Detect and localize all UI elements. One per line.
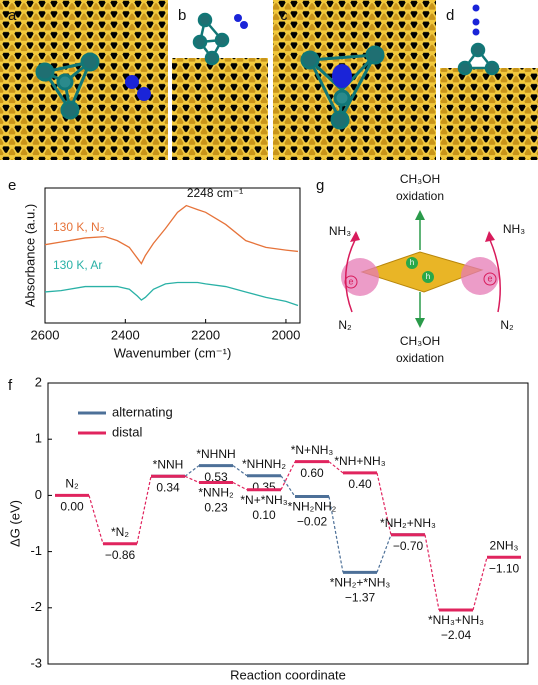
connector <box>88 495 104 544</box>
legend-label: distal <box>112 424 142 439</box>
panel-label: f <box>8 377 13 394</box>
level-name: *N+*NH₃ <box>240 493 287 507</box>
value-label: −0.02 <box>297 515 328 529</box>
connector <box>328 496 344 573</box>
connector <box>328 461 344 474</box>
level-name: *N₂ <box>111 525 129 539</box>
image-c <box>273 0 436 160</box>
value-label: 0.40 <box>348 477 372 491</box>
legend-label: alternating <box>112 404 173 419</box>
value-label: 0.00 <box>60 500 84 514</box>
panel-label: d <box>446 7 454 24</box>
electron: e <box>348 276 353 286</box>
connector <box>424 534 440 611</box>
right-product: NH₃ <box>503 222 525 236</box>
panel-label: e <box>8 177 16 194</box>
connector <box>376 472 392 535</box>
value-label: −1.10 <box>489 561 520 575</box>
level-name: *NH₃+NH₃ <box>428 613 484 627</box>
value-label: −1.37 <box>345 591 376 605</box>
x-tick-label: 2400 <box>111 327 140 342</box>
electron: e <box>487 273 492 283</box>
value-label: 0.23 <box>204 501 228 515</box>
y-axis-label: ΔG (eV) <box>7 500 22 547</box>
connector <box>280 475 296 497</box>
top-label: CH₃OH <box>400 172 440 186</box>
value-label: −0.70 <box>393 539 424 553</box>
panel-label: a <box>8 7 17 24</box>
level-name: *NH₂+NH₃ <box>380 516 436 530</box>
right-reactant: N₂ <box>500 318 514 332</box>
connector <box>136 476 152 544</box>
level-name: *N+NH₃ <box>291 443 334 457</box>
value-label: 0.60 <box>300 466 324 480</box>
spectrum-line <box>44 281 299 307</box>
connector <box>376 534 392 573</box>
level-name: N₂ <box>65 477 79 491</box>
level-name: *NH₂+*NH₃ <box>330 576 391 590</box>
panel-label: g <box>316 177 324 194</box>
level-name: *NHNH₂ <box>242 457 286 471</box>
y-tick-label: -3 <box>30 655 42 670</box>
series-label: 130 K, Ar <box>53 258 102 272</box>
value-label: 0.34 <box>156 480 180 494</box>
annotation: 2248 cm⁻¹ <box>187 186 243 200</box>
value-label: 0.10 <box>252 508 276 522</box>
plot-frame <box>44 187 301 324</box>
level-name: 2NH₃ <box>490 538 519 552</box>
value-label: −0.86 <box>105 548 136 562</box>
value-label: −2.04 <box>441 628 472 642</box>
cluster-a <box>35 52 151 120</box>
value-label: 0.53 <box>204 470 228 484</box>
bottom-label: oxidation <box>396 351 444 365</box>
value-label: 0.35 <box>252 480 276 494</box>
image-b <box>172 58 268 160</box>
bottom-label: CH₃OH <box>400 334 440 348</box>
hole: h <box>410 258 414 267</box>
image-d <box>440 68 538 160</box>
panel-label: c <box>280 7 288 24</box>
level-name: *NHNH <box>196 447 235 461</box>
panel-label: b <box>178 7 186 24</box>
schematic-shapes <box>341 210 501 328</box>
y-tick-label: 2 <box>35 374 42 389</box>
connector <box>232 481 248 491</box>
schematic-text: CH₃OH oxidation CH₃OH oxidation NH₃ NH₃ … <box>329 172 525 365</box>
y-tick-label: 0 <box>35 487 42 502</box>
left-reactant: N₂ <box>338 318 352 332</box>
structure-images <box>0 0 538 160</box>
hole: h <box>426 272 430 281</box>
level-name: *NNH₂ <box>198 486 234 500</box>
cluster-d <box>457 4 500 76</box>
y-axis-label: Absorbance (a.u.) <box>22 204 37 307</box>
connector <box>184 465 200 477</box>
x-tick-label: 2000 <box>271 327 300 342</box>
x-tick-label: 2200 <box>191 327 220 342</box>
connector <box>472 557 488 611</box>
y-tick-label: 1 <box>35 431 42 446</box>
plot-frame <box>47 382 529 665</box>
connector <box>280 461 296 491</box>
x-axis-label: Wavenumber (cm⁻¹) <box>114 345 232 360</box>
left-product: NH₃ <box>329 224 351 238</box>
cluster-c <box>300 45 385 130</box>
y-tick-label: -1 <box>30 543 42 558</box>
connector <box>232 465 248 477</box>
level-name: *NNH <box>153 457 184 471</box>
series-label: 130 K, N₂ <box>53 220 105 234</box>
y-tick-label: -2 <box>30 599 42 614</box>
top-label: oxidation <box>396 189 444 203</box>
connector <box>184 475 200 484</box>
level-name: *NH₂NH₂ <box>288 500 337 514</box>
x-axis-label: Reaction coordinate <box>230 667 346 682</box>
x-tick-label: 2600 <box>31 327 60 342</box>
cluster-b <box>192 12 248 66</box>
spectrum-line <box>44 204 299 265</box>
level-name: *NH+NH₃ <box>334 454 385 468</box>
